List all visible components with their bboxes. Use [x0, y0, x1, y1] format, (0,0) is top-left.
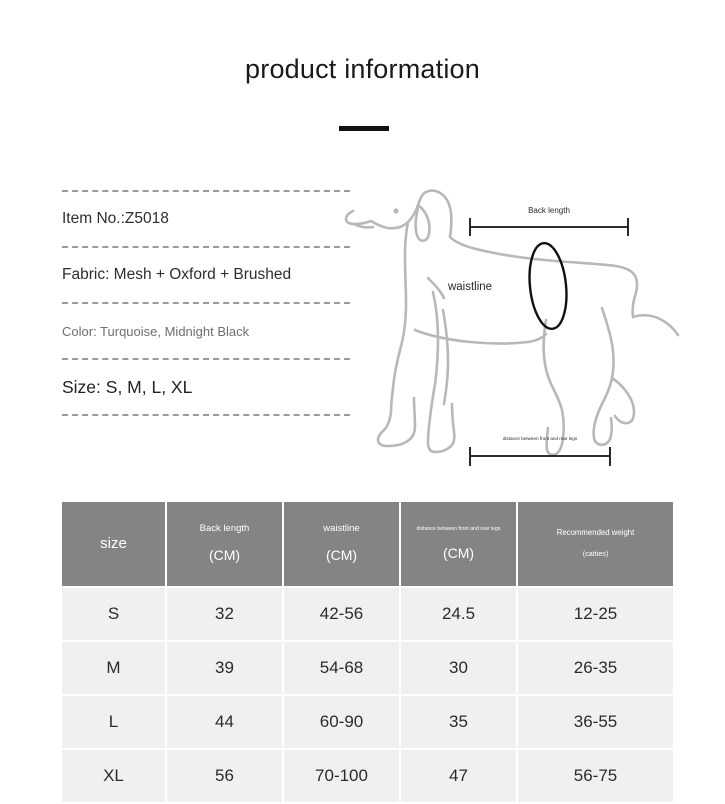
table-header-weight-label: Recommended weight: [556, 528, 635, 538]
table-header-weight: Recommended weight (catties): [518, 502, 673, 586]
table-header-weight-unit: (catties): [582, 549, 609, 559]
spec-row-fabric: Fabric: Mesh + Oxford + Brushed: [62, 248, 350, 302]
table-header-waistline-label: waistline: [323, 523, 360, 535]
dog-eye-icon: [393, 208, 399, 214]
table-header-size: size: [62, 502, 165, 586]
table-header-size-label: size: [100, 535, 127, 553]
back-length-label: Back length: [528, 206, 570, 215]
table-row: L 44 60-90 35 36-55: [62, 696, 673, 748]
cell-waistline: 54-68: [284, 642, 399, 694]
spec-divider: [62, 190, 350, 192]
cell-leg-distance: 30: [401, 642, 516, 694]
table-row: M 39 54-68 30 26-35: [62, 642, 673, 694]
product-spec-panel: Item No.:Z5018 Fabric: Mesh + Oxford + B…: [62, 190, 350, 416]
spec-label-size: Size: S, M, L, XL: [62, 376, 193, 397]
cell-leg-distance: 35: [401, 696, 516, 748]
title-underline-rule: [339, 126, 389, 131]
table-header-back-length-unit: (CM): [208, 547, 241, 564]
cell-leg-distance: 24.5: [401, 588, 516, 640]
table-header-back-length-label: Back length: [199, 523, 250, 535]
table-header-leg-distance-unit: (CM): [442, 544, 475, 561]
cell-size: L: [62, 696, 165, 748]
table-header-leg-distance-label: distance between front and rear legs: [416, 525, 501, 532]
spec-divider: [62, 414, 350, 416]
table-header-waistline-unit: (CM): [325, 547, 358, 564]
cell-waistline: 42-56: [284, 588, 399, 640]
table-header-waistline: waistline (CM): [284, 502, 399, 586]
spec-divider: [62, 246, 350, 248]
table-row: S 32 42-56 24.5 12-25: [62, 588, 673, 640]
spec-row-item-no: Item No.:Z5018: [62, 192, 350, 246]
cell-weight: 56-75: [518, 750, 673, 802]
cell-back-length: 56: [167, 750, 282, 802]
spec-label-fabric: Fabric: Mesh + Oxford + Brushed: [62, 266, 292, 283]
cell-back-length: 32: [167, 588, 282, 640]
leg-distance-label: distance between front and rear legs: [503, 436, 578, 441]
back-length-dimension: [469, 218, 629, 236]
table-row: XL 56 70-100 47 56-75: [62, 750, 673, 802]
cell-weight: 36-55: [518, 696, 673, 748]
waistline-label: waistline: [447, 281, 492, 293]
cell-size: XL: [62, 750, 165, 802]
spec-label-color: Color: Turquoise, Midnight Black: [62, 323, 250, 339]
cell-size: M: [62, 642, 165, 694]
spec-row-size: Size: S, M, L, XL: [62, 360, 350, 414]
table-header-row: size Back length (CM) waistline (CM) dis…: [62, 502, 673, 586]
spec-divider: [62, 358, 350, 360]
waistline-girth-loop: [528, 241, 568, 331]
size-chart-table: size Back length (CM) waistline (CM) dis…: [60, 500, 675, 804]
dog-measurement-diagram: Back length waistline distance between f…: [340, 180, 700, 480]
dog-outline-icon: [344, 189, 680, 457]
cell-size: S: [62, 588, 165, 640]
table-header-back-length: Back length (CM): [167, 502, 282, 586]
cell-waistline: 60-90: [284, 696, 399, 748]
spec-label-item-no: Item No.:Z5018: [62, 210, 169, 227]
leg-distance-dimension: [469, 447, 611, 466]
cell-back-length: 39: [167, 642, 282, 694]
spec-row-color: Color: Turquoise, Midnight Black: [62, 304, 350, 358]
cell-leg-distance: 47: [401, 750, 516, 802]
cell-weight: 26-35: [518, 642, 673, 694]
spec-divider: [62, 302, 350, 304]
cell-waistline: 70-100: [284, 750, 399, 802]
cell-weight: 12-25: [518, 588, 673, 640]
cell-back-length: 44: [167, 696, 282, 748]
table-header-leg-distance: distance between front and rear legs (CM…: [401, 502, 516, 586]
page-title: product information: [245, 54, 480, 84]
